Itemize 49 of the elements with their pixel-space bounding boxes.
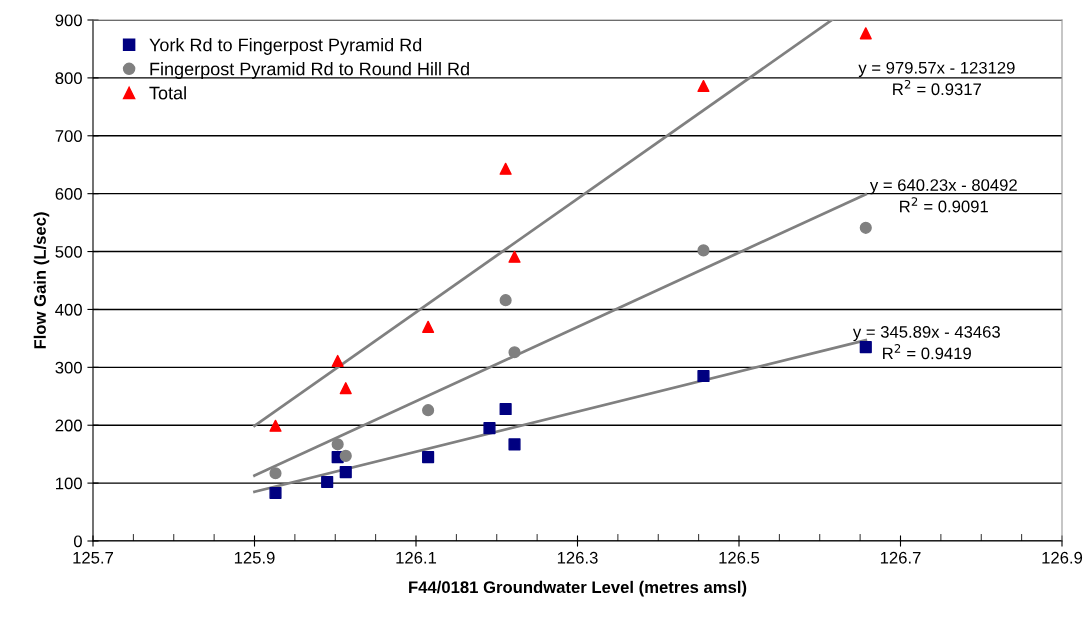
point	[508, 438, 521, 451]
y-tick-label: 400	[55, 303, 82, 316]
y-tick-label: 300	[55, 361, 82, 374]
y-tick-label: 0	[73, 535, 82, 548]
point	[269, 486, 282, 500]
y-tick-label: 600	[55, 188, 82, 200]
point	[331, 438, 344, 451]
legend-label: Total	[149, 86, 186, 100]
point	[697, 369, 710, 383]
x-tick-label: 126.9	[1042, 551, 1083, 564]
legend-label: Fingerpost Pyramid Rd to Round Hill Rd	[150, 62, 469, 79]
x-tick-label: 126.1	[396, 551, 437, 564]
y-tick-label: 900	[55, 14, 82, 27]
point	[697, 79, 710, 93]
point	[339, 449, 352, 462]
point	[499, 294, 512, 307]
point	[321, 475, 334, 489]
point	[859, 27, 872, 40]
point	[499, 402, 512, 416]
point	[422, 450, 435, 464]
y-tick-label: 500	[55, 245, 82, 258]
point	[269, 467, 282, 480]
y-tick-label: 100	[56, 477, 82, 490]
legend-label: York Rd to Fingerpost Pyramid Rd	[149, 38, 422, 55]
point	[269, 419, 282, 432]
y-axis-title: Flow Gain (L/sec)	[33, 212, 50, 349]
point	[339, 466, 352, 479]
x-tick-label: 126.5	[719, 551, 760, 564]
point	[331, 354, 344, 368]
point	[859, 340, 872, 354]
point	[422, 320, 435, 333]
point	[483, 422, 496, 435]
y-tick-label: 200	[55, 419, 82, 432]
x-tick-label: 125.9	[234, 551, 275, 564]
y-tick-label: 800	[55, 72, 82, 85]
point	[508, 346, 521, 359]
x-tick-label: 126.7	[880, 551, 921, 564]
point	[422, 404, 435, 417]
point	[859, 221, 872, 234]
point	[508, 250, 521, 263]
x-tick-label: 125.7	[73, 551, 114, 564]
x-tick-label: 126.3	[557, 551, 598, 564]
annotation: y = 345.89x - 43463 R$^{2}$ = 0.9419	[852, 326, 1000, 360]
point	[697, 244, 710, 257]
point	[499, 162, 512, 175]
point	[339, 382, 352, 395]
annotation: y = 979.57x - 123129 R$^{2}$ = 0.9317	[858, 61, 1015, 96]
y-tick-label: 700	[55, 130, 82, 142]
x-axis-title: F44/0181 Groundwater Level (metres amsl)	[409, 580, 747, 597]
